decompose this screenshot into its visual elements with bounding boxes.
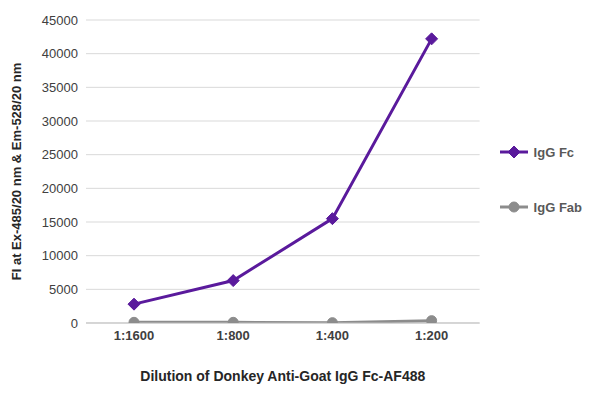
svg-text:0: 0 [71, 316, 78, 331]
html-text:IgG Fab: IgG Fab [533, 199, 582, 215]
svg-text:1:400: 1:400 [316, 328, 349, 343]
svg-text:5000: 5000 [49, 282, 78, 297]
html-text:IgG Fc: IgG Fc [533, 144, 575, 160]
svg-text:1:1600: 1:1600 [114, 328, 154, 343]
svg-text:25000: 25000 [42, 147, 78, 162]
svg-text:FI at Ex-485/20 nm & Em-528/20: FI at Ex-485/20 nm & Em-528/20 nm [9, 63, 24, 280]
svg-text:45000: 45000 [42, 13, 78, 28]
svg-text:30000: 30000 [42, 114, 78, 129]
svg-text:35000: 35000 [42, 80, 78, 95]
svg-text:40000: 40000 [42, 46, 78, 61]
svg-text:Dilution of Donkey Anti-Goat I: Dilution of Donkey Anti-Goat IgG Fc-AF48… [140, 368, 425, 384]
svg-text:20000: 20000 [42, 181, 78, 196]
svg-text:1:200: 1:200 [415, 328, 448, 343]
svg-text:10000: 10000 [42, 248, 78, 263]
svg-text:15000: 15000 [42, 215, 78, 230]
svg-text:1:800: 1:800 [217, 328, 250, 343]
